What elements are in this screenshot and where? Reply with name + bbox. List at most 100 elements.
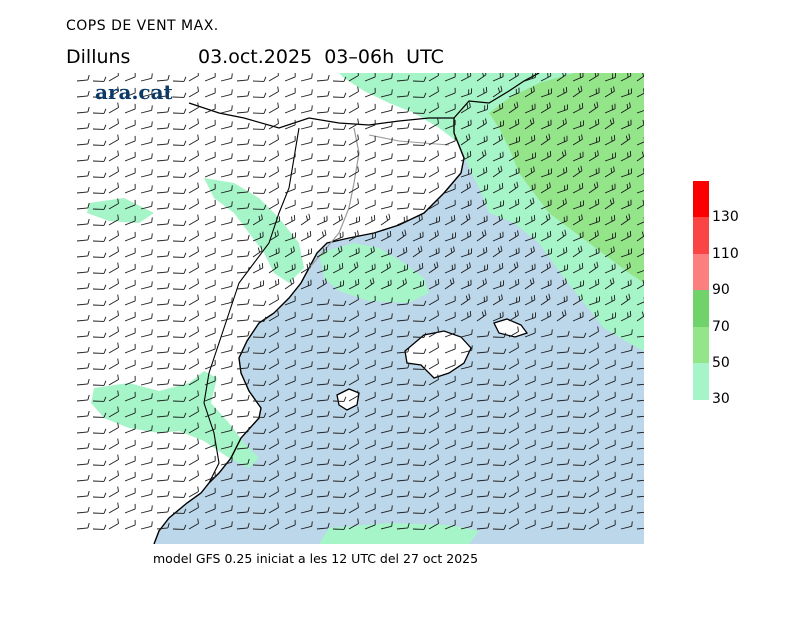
wind-barb-feather: [309, 262, 311, 268]
wind-barb-feather: [87, 298, 90, 305]
wind-barb: [428, 123, 439, 130]
wind-barb-feather: [357, 486, 359, 492]
wind-barb: [604, 188, 616, 194]
wind-barb-feather: [197, 262, 199, 268]
wind-barb-feather: [597, 438, 599, 444]
wind-barb-feather: [517, 198, 520, 205]
wind-barb: [380, 205, 392, 210]
wind-barb: [188, 363, 199, 370]
wind-barb-feather: [407, 314, 410, 321]
wind-barb-feather: [407, 506, 410, 513]
wind-barb-feather: [514, 311, 517, 317]
wind-barb: [236, 143, 248, 146]
wind-barb: [524, 492, 536, 498]
wind-barb: [316, 415, 328, 418]
wind-barb: [508, 106, 519, 114]
wind-barb: [604, 90, 615, 98]
wind-barb: [252, 267, 264, 274]
wind-barb: [396, 175, 408, 178]
wind-barb: [220, 381, 232, 386]
wind-barb-feather: [583, 332, 587, 338]
wind-barb-feather: [356, 261, 359, 267]
wind-barb: [572, 107, 584, 114]
wind-barb: [188, 283, 199, 290]
wind-barb: [444, 282, 455, 290]
wind-barb: [220, 189, 232, 194]
wind-barb: [396, 463, 408, 466]
wind-barb-feather: [471, 329, 473, 335]
wind-barb: [188, 395, 199, 402]
wind-barb: [460, 252, 472, 258]
wind-barb-feather: [151, 297, 153, 303]
wind-barb: [76, 95, 88, 98]
wind-barb-feather: [641, 231, 644, 237]
wind-barb: [604, 348, 616, 354]
wind-barb: [156, 111, 168, 114]
wind-barb: [380, 189, 392, 194]
wind-barb-feather: [485, 166, 488, 173]
wind-barb: [188, 475, 199, 482]
wind-barb-feather: [183, 140, 187, 146]
wind-barb-feather: [117, 342, 119, 348]
wind-barb-feather: [247, 218, 250, 225]
wind-barb: [620, 315, 632, 322]
wind-barb-feather: [567, 474, 570, 481]
wind-barb-feather: [423, 428, 427, 434]
wind-barb-feather: [503, 380, 507, 386]
wind-barb-feather: [404, 229, 407, 235]
wind-barb-feather: [87, 458, 90, 465]
wind-barb-feather: [403, 248, 405, 254]
wind-barb: [476, 463, 488, 466]
wind-barb: [140, 141, 152, 146]
wind-barb-feather: [151, 361, 153, 367]
wind-barb: [508, 140, 520, 146]
wind-barb-feather: [357, 182, 359, 188]
wind-barb: [284, 460, 296, 466]
wind-barb-feather: [567, 394, 570, 401]
wind-barb: [124, 396, 136, 402]
wind-barb: [476, 268, 488, 274]
wind-barb-feather: [530, 167, 533, 173]
wind-barb: [380, 284, 392, 290]
wind-barb-feather: [567, 346, 570, 353]
wind-barb-feather: [167, 154, 170, 161]
wind-barb: [572, 236, 584, 242]
wind-barb-feather: [263, 332, 267, 338]
wind-barb: [428, 299, 439, 306]
wind-barb: [492, 316, 504, 322]
wind-barb: [588, 347, 599, 354]
wind-barb: [188, 155, 199, 162]
wind-barb: [124, 76, 136, 82]
wind-barb-feather: [577, 87, 581, 93]
wind-barb: [476, 188, 488, 194]
wind-barb: [124, 204, 136, 210]
wind-barb-feather: [407, 458, 410, 465]
wind-barb: [188, 299, 199, 306]
wind-barb: [396, 495, 408, 498]
wind-barb-feather: [259, 264, 261, 270]
wind-barb: [428, 220, 440, 226]
wind-barb: [460, 235, 472, 242]
wind-barb: [604, 444, 616, 450]
wind-barb: [588, 252, 600, 258]
wind-barb: [252, 284, 264, 290]
wind-barb: [540, 75, 552, 82]
wind-barb: [284, 204, 296, 210]
wind-barb-feather: [117, 486, 119, 492]
wind-barb: [284, 236, 296, 242]
wind-barb-feather: [103, 156, 107, 162]
wind-barb-feather: [327, 394, 330, 401]
wind-barb: [108, 347, 119, 354]
wind-barb: [444, 156, 456, 162]
wind-barb-feather: [417, 247, 421, 253]
wind-barb-feather: [516, 181, 519, 187]
legend-label-90: 90: [712, 282, 730, 298]
wind-barb-feather: [167, 122, 170, 129]
wind-barb-feather: [291, 216, 293, 222]
wind-barb-feather: [423, 364, 427, 370]
wind-barb-feather: [482, 199, 485, 205]
wind-barb: [540, 266, 551, 274]
wind-barb-feather: [341, 262, 344, 269]
wind-barb-feather: [183, 444, 187, 450]
wind-barb-feather: [612, 117, 615, 123]
